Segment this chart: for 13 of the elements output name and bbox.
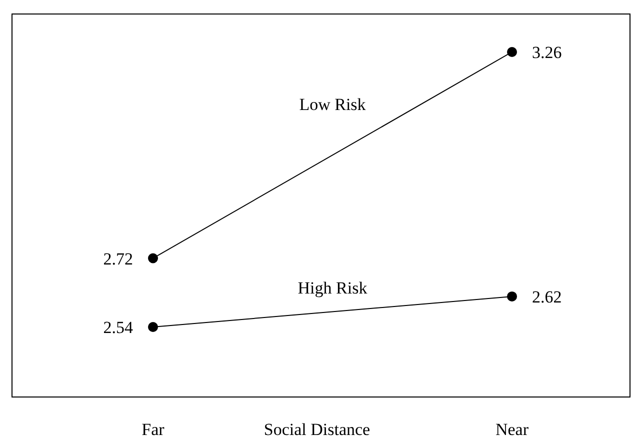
point xyxy=(148,322,158,332)
point xyxy=(507,291,517,302)
point xyxy=(148,253,158,264)
data-label: 2.72 xyxy=(103,249,133,268)
series-label: Low Risk xyxy=(299,95,366,114)
x-axis-title: Social Distance xyxy=(264,420,370,439)
x-tick-label: Near xyxy=(495,420,529,439)
point xyxy=(507,47,517,57)
x-tick-label: Far xyxy=(142,420,165,439)
data-label: 2.62 xyxy=(532,287,562,306)
data-label: 3.26 xyxy=(532,43,562,62)
data-label: 2.54 xyxy=(103,318,134,337)
series-label: High Risk xyxy=(298,278,368,298)
